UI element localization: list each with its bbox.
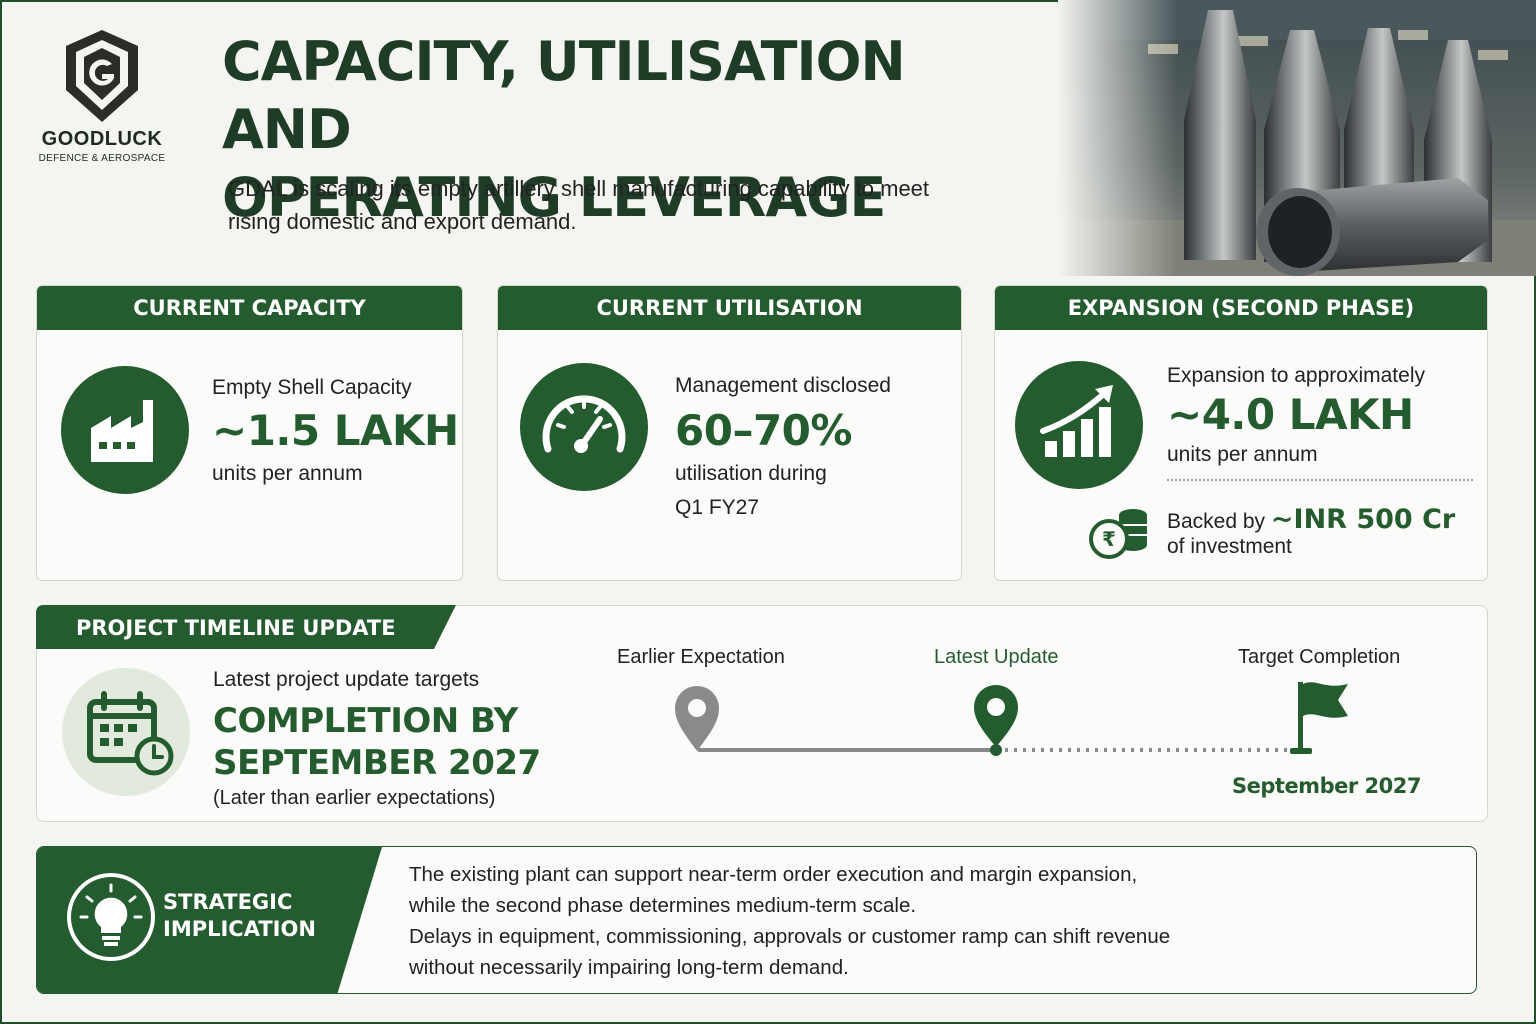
- strategic-text-2: while the second phase determines medium…: [409, 894, 917, 917]
- milestone-target-label: Target Completion: [1238, 646, 1401, 668]
- current-utilisation-title: CURRENT UTILISATION: [498, 286, 961, 330]
- flag-icon: [1290, 682, 1348, 754]
- brand-tagline: DEFENCE & AEROSPACE: [38, 153, 166, 164]
- timeline-headline-2: SEPTEMBER 2027: [213, 743, 541, 783]
- utilisation-label: Management disclosed: [675, 374, 891, 397]
- gauge-icon: [520, 363, 648, 491]
- timeline-title: PROJECT TIMELINE UPDATE: [76, 616, 396, 640]
- strategic-title: STRATEGIC IMPLICATION: [163, 889, 316, 943]
- investment-suffix: of investment: [1167, 535, 1292, 558]
- milestone-target-date: September 2027: [1232, 774, 1421, 798]
- brand-logo: GOODLUCK DEFENCE & AEROSPACE: [32, 28, 172, 168]
- investment-value: ~INR 500 Cr: [1270, 504, 1456, 535]
- expansion-card: EXPANSION (SECOND PHASE) Expansion to ap…: [994, 285, 1488, 581]
- expansion-unit: units per annum: [1167, 443, 1318, 466]
- strategic-title-2: IMPLICATION: [163, 917, 316, 941]
- location-pin-grey-icon: [675, 686, 719, 751]
- strategic-text-1: The existing plant can support near-term…: [409, 863, 1138, 886]
- current-capacity-title: CURRENT CAPACITY: [37, 286, 462, 330]
- utilisation-detail-1: utilisation during: [675, 462, 827, 485]
- current-capacity-card: CURRENT CAPACITY Empty Shell Capacity ~1…: [36, 285, 463, 581]
- title-line-2: OPERATING LEVERAGE: [222, 166, 886, 229]
- expansion-value: ~4.0 LAKH: [1167, 390, 1414, 439]
- timeline-label: Latest project update targets: [213, 668, 480, 691]
- capacity-value: ~1.5 LAKH: [212, 406, 459, 455]
- strategic-text-3: Delays in equipment, commissioning, appr…: [409, 925, 1171, 948]
- intro-text: GDAL is scaling its empty artillery shel…: [228, 172, 1028, 238]
- expansion-title: EXPANSION (SECOND PHASE): [995, 286, 1487, 330]
- timeline-header: PROJECT TIMELINE UPDATE: [36, 605, 456, 649]
- timeline-track: [698, 744, 1288, 756]
- factory-icon: [61, 366, 189, 494]
- artillery-shells-photo: [1058, 0, 1536, 276]
- milestone-latest-label: Latest Update: [934, 646, 1059, 668]
- current-utilisation-card: CURRENT UTILISATION Management disclosed…: [497, 285, 962, 581]
- strategic-title-1: STRATEGIC: [163, 890, 293, 914]
- capacity-unit: units per annum: [212, 462, 363, 485]
- intro-line-1: GDAL is scaling its empty artillery shel…: [228, 176, 930, 201]
- strategic-implication-panel: STRATEGIC IMPLICATION The existing plant…: [36, 846, 1477, 994]
- investment-prefix: Backed by: [1167, 510, 1271, 533]
- capacity-label: Empty Shell Capacity: [212, 376, 412, 399]
- lightbulb-icon: [63, 869, 159, 965]
- strategic-text: The existing plant can support near-term…: [409, 859, 1449, 983]
- expansion-label: Expansion to approximately: [1167, 364, 1425, 387]
- rupee-coins-icon: ₹: [1087, 501, 1151, 561]
- strategic-text-4: without necessarily impairing long-term …: [409, 956, 849, 979]
- growth-chart-icon: [1015, 361, 1143, 489]
- shield-g-logo-icon: [66, 30, 138, 122]
- milestone-earlier-label: Earlier Expectation: [617, 646, 785, 668]
- calendar-clock-icon: [62, 668, 190, 796]
- svg-text:₹: ₹: [1102, 527, 1116, 551]
- utilisation-value: 60–70%: [675, 406, 852, 455]
- utilisation-detail-2: Q1 FY27: [675, 496, 760, 519]
- timeline-headline-1: COMPLETION BY: [213, 701, 518, 741]
- timeline-note: (Later than earlier expectations): [213, 787, 496, 809]
- title-line-1: CAPACITY, UTILISATION AND: [222, 30, 906, 161]
- brand-name: GOODLUCK: [41, 128, 163, 150]
- expansion-divider: [1167, 479, 1473, 481]
- page-title: CAPACITY, UTILISATION AND OPERATING LEVE…: [222, 28, 1042, 232]
- timeline-headline: COMPLETION BY SEPTEMBER 2027: [213, 700, 541, 784]
- location-pin-green-icon: [974, 685, 1018, 747]
- intro-line-2: rising domestic and export demand.: [228, 209, 577, 234]
- investment-text: Backed by ~INR 500 Cr: [1167, 504, 1455, 535]
